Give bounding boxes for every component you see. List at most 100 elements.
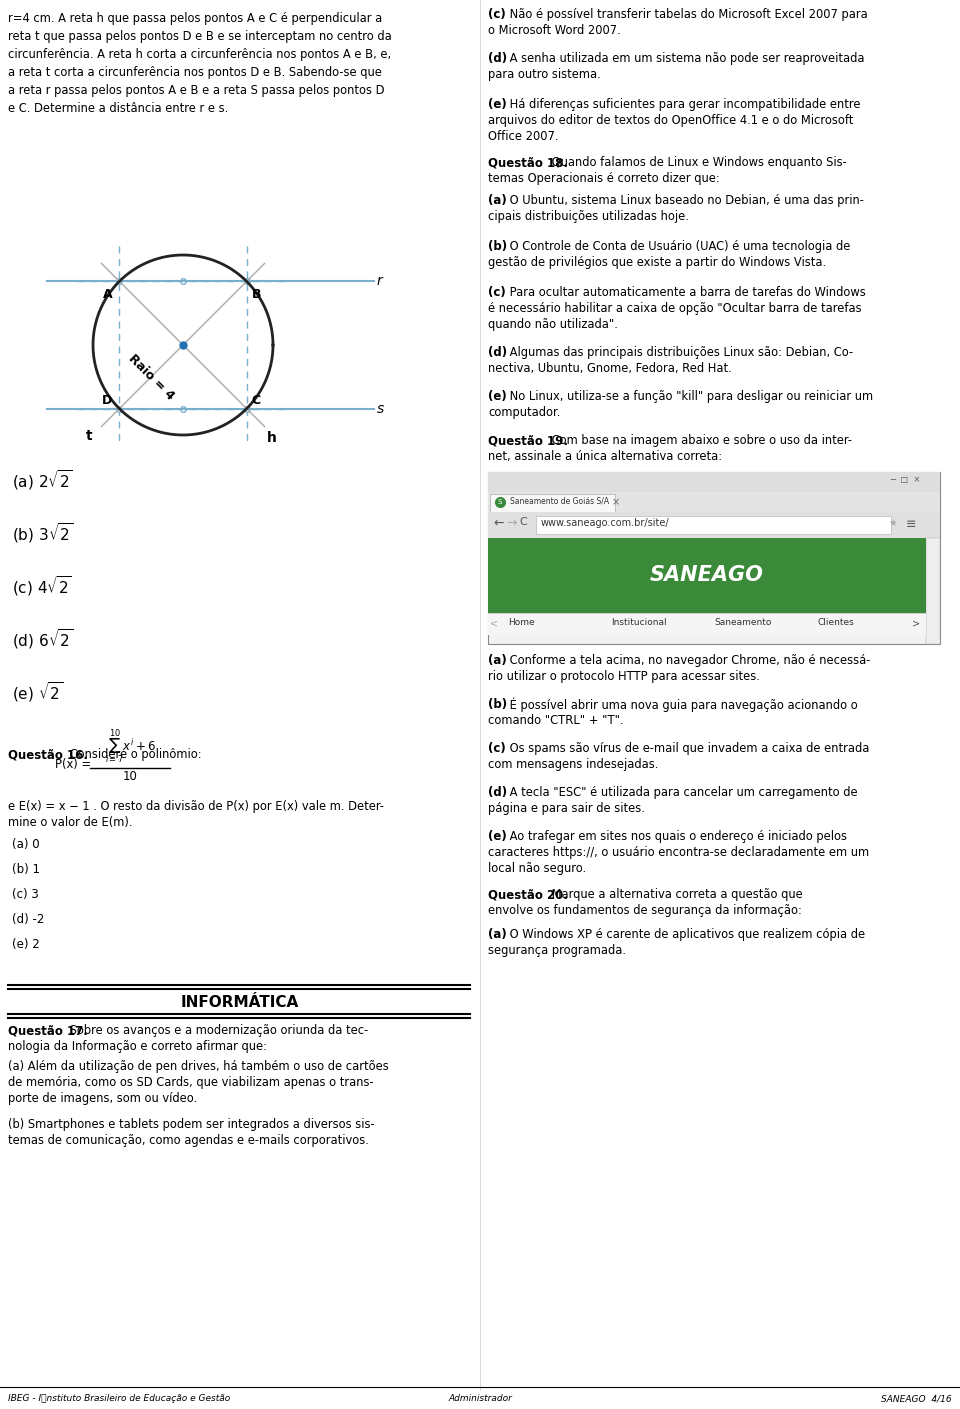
Text: (c): (c) [488,8,506,21]
Text: Institucional: Institucional [611,619,666,627]
Text: ≡: ≡ [906,519,917,531]
Text: (e): (e) [488,830,507,843]
Text: Não é possível transferir tabelas do Microsoft Excel 2007 para: Não é possível transferir tabelas do Mic… [506,8,868,21]
Text: (d): (d) [488,347,507,359]
Text: (d): (d) [488,786,507,799]
Text: net, assinale a única alternativa correta:: net, assinale a única alternativa corret… [488,449,722,464]
Text: O Controle de Conta de Usuário (UAC) é uma tecnologia de: O Controle de Conta de Usuário (UAC) é u… [506,240,851,254]
Text: A tecla "ESC" é utilizada para cancelar um carregamento de: A tecla "ESC" é utilizada para cancelar … [506,786,857,799]
Bar [490,495,615,511]
Text: A senha utilizada em um sistema não pode ser reaproveitada: A senha utilizada em um sistema não pode… [506,52,865,65]
Text: cipais distribuições utilizadas hoje.: cipais distribuições utilizadas hoje. [488,210,689,223]
Text: (b) $3\sqrt{2}$: (b) $3\sqrt{2}$ [12,521,73,545]
Text: quando não utilizada".: quando não utilizada". [488,318,618,331]
Text: (a): (a) [488,194,507,207]
Text: Questão 20.: Questão 20. [488,888,568,900]
Text: SANEAGO  4/16: SANEAGO 4/16 [881,1394,952,1403]
Text: (d) -2: (d) -2 [12,913,44,926]
Text: com mensagens indesejadas.: com mensagens indesejadas. [488,758,659,771]
Bar [488,492,940,511]
Text: (e): (e) [488,390,507,403]
Text: (a): (a) [488,929,507,941]
Text: (e): (e) [488,99,507,111]
Text: IBEG - I nstituto Brasileiro de Educação e Gestão: IBEG - I nstituto Brasileiro de Educação… [8,1394,230,1403]
Text: circunferência. A reta h corta a circunferência nos pontos A e B, e,: circunferência. A reta h corta a circunf… [8,48,391,61]
Text: local não seguro.: local não seguro. [488,862,587,875]
Text: Com base na imagem abaixo e sobre o uso da inter-: Com base na imagem abaixo e sobre o uso … [548,434,852,447]
Text: Office 2007.: Office 2007. [488,130,559,142]
Text: rio utilizar o protocolo HTTP para acessar sites.: rio utilizar o protocolo HTTP para acess… [488,671,760,683]
Text: computador.: computador. [488,406,561,418]
Text: C: C [252,393,261,407]
Text: <: < [490,619,498,628]
Text: caracteres https://, o usuário encontra-se declaradamente em um: caracteres https://, o usuário encontra-… [488,845,869,859]
Text: a reta t corta a circunferência nos pontos D e B. Sabendo-se que: a reta t corta a circunferência nos pont… [8,66,382,79]
Text: Ao trafegar em sites nos quais o endereço é iniciado pelos: Ao trafegar em sites nos quais o endereç… [506,830,847,843]
Text: Home: Home [508,619,535,627]
Text: (a) 0: (a) 0 [12,838,39,851]
Text: A: A [103,289,112,302]
Text: a reta r passa pelos pontos A e B e a reta S passa pelos pontos D: a reta r passa pelos pontos A e B e a re… [8,85,385,97]
Text: INFORMÁTICA: INFORMÁTICA [180,995,300,1010]
Text: nectiva, Ubuntu, Gnome, Fedora, Red Hat.: nectiva, Ubuntu, Gnome, Fedora, Red Hat. [488,362,732,375]
Text: (a) $2\sqrt{2}$: (a) $2\sqrt{2}$ [12,468,73,492]
Bar [488,613,926,635]
Text: O Windows XP é carente de aplicativos que realizem cópia de: O Windows XP é carente de aplicativos qu… [506,929,865,941]
Bar [488,472,940,644]
Text: →: → [506,517,516,530]
Text: Clientes: Clientes [817,619,853,627]
Text: Raio = 4: Raio = 4 [126,352,177,403]
Text: o Microsoft Word 2007.: o Microsoft Word 2007. [488,24,621,37]
Text: Para ocultar automaticamente a barra de tarefas do Windows: Para ocultar automaticamente a barra de … [506,286,866,299]
Text: Questão 19.: Questão 19. [488,434,568,447]
Text: Quando falamos de Linux e Windows enquanto Sis-: Quando falamos de Linux e Windows enquan… [548,156,847,169]
Text: r: r [376,275,382,289]
Text: e E(x) = x − 1 . O resto da divisão de P(x) por E(x) vale m. Deter-: e E(x) = x − 1 . O resto da divisão de P… [8,800,384,813]
Text: (c) 3: (c) 3 [12,888,38,900]
Text: SANEAGO: SANEAGO [650,565,764,585]
Text: é necessário habilitar a caixa de opção "Ocultar barra de tarefas: é necessário habilitar a caixa de opção … [488,302,862,316]
Text: Conforme a tela acima, no navegador Chrome, não é necessá-: Conforme a tela acima, no navegador Chro… [506,654,871,666]
Text: (d) $6\sqrt{2}$: (d) $6\sqrt{2}$ [12,627,73,651]
Text: Questão 18.: Questão 18. [488,156,568,169]
Text: C: C [519,517,527,527]
Text: s: s [376,402,384,416]
Text: (e) 2: (e) 2 [12,938,39,951]
Text: ×: × [612,497,620,507]
Text: Sobre os avanços e a modernização oriunda da tec-: Sobre os avanços e a modernização oriund… [66,1024,369,1037]
Bar [488,511,940,538]
Text: Há diferenças suficientes para gerar incompatibilidade entre: Há diferenças suficientes para gerar inc… [506,99,860,111]
Text: D: D [102,393,112,407]
Text: (b): (b) [488,697,507,712]
Text: nologia da Informação e correto afirmar que:: nologia da Informação e correto afirmar … [8,1040,267,1053]
Text: Os spams são vírus de e-mail que invadem a caixa de entrada: Os spams são vírus de e-mail que invadem… [506,743,870,755]
Text: O Ubuntu, sistema Linux baseado no Debian, é uma das prin-: O Ubuntu, sistema Linux baseado no Debia… [506,194,864,207]
Bar [488,472,940,492]
Text: Algumas das principais distribuições Linux são: Debian, Co-: Algumas das principais distribuições Lin… [506,347,853,359]
Text: (c) $4\sqrt{2}$: (c) $4\sqrt{2}$ [12,573,72,597]
Text: (c): (c) [488,743,506,755]
Text: Marque a alternativa correta a questão que: Marque a alternativa correta a questão q… [548,888,803,900]
Text: envolve os fundamentos de segurança da informação:: envolve os fundamentos de segurança da i… [488,905,802,917]
Bar [536,516,891,534]
Text: comando "CTRL" + "T".: comando "CTRL" + "T". [488,714,624,727]
Text: mine o valor de E(m).: mine o valor de E(m). [8,816,132,828]
Text: para outro sistema.: para outro sistema. [488,68,601,80]
Text: porte de imagens, som ou vídeo.: porte de imagens, som ou vídeo. [8,1092,197,1105]
Text: (d): (d) [488,52,507,65]
Text: P(x) =: P(x) = [55,758,91,771]
Text: Questão 17.: Questão 17. [8,1024,88,1037]
Text: >: > [912,619,920,628]
Bar [926,538,940,644]
Text: No Linux, utiliza-se a função "kill" para desligar ou reiniciar um: No Linux, utiliza-se a função "kill" par… [506,390,874,403]
Text: (b): (b) [488,240,507,254]
Text: ★: ★ [888,519,897,528]
Text: www.saneago.com.br/site/: www.saneago.com.br/site/ [541,519,670,528]
Text: reta t que passa pelos pontos D e B e se interceptam no centro da: reta t que passa pelos pontos D e B e se… [8,30,392,44]
Text: arquivos do editor de textos do OpenOffice 4.1 e o do Microsoft: arquivos do editor de textos do OpenOffi… [488,114,853,127]
Text: ─  □  ×: ─ □ × [890,475,921,485]
Text: (b) 1: (b) 1 [12,862,40,876]
Text: (e) $\sqrt{2}$: (e) $\sqrt{2}$ [12,681,63,704]
Text: ←: ← [493,517,503,530]
Text: (b) Smartphones e tablets podem ser integrados a diversos sis-: (b) Smartphones e tablets podem ser inte… [8,1117,374,1131]
